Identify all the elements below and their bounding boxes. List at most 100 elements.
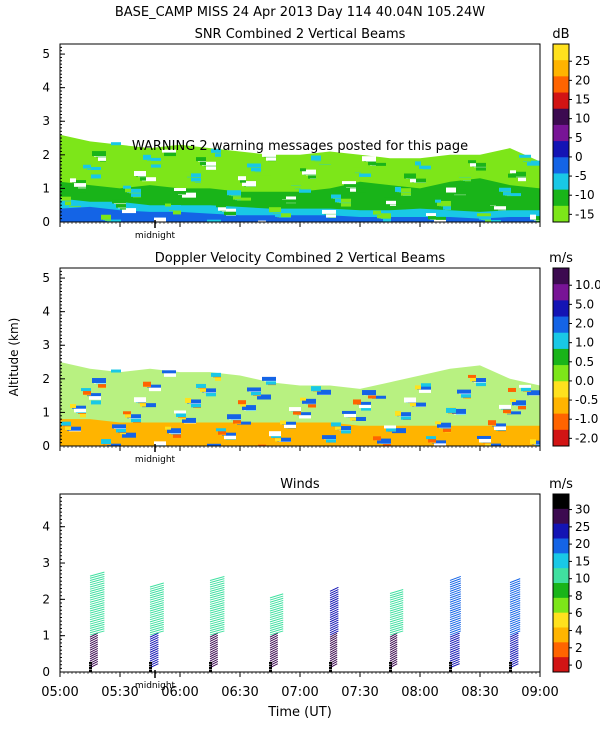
data-speck [251, 166, 261, 172]
data-speck [222, 432, 236, 436]
x-tick-label: 07:30 [341, 685, 378, 700]
wind-barb [449, 647, 460, 653]
wind-barb [209, 580, 225, 586]
wind-barb [149, 634, 159, 640]
wind-barb [449, 654, 460, 660]
wind-barb [509, 613, 521, 618]
colorbar-swatch [553, 413, 569, 431]
wind-barb [329, 645, 338, 651]
wind-barb [149, 656, 159, 662]
wind-barb [509, 630, 521, 636]
wind-barb [209, 586, 225, 592]
data-speck [499, 404, 511, 409]
wind-barb [89, 628, 105, 634]
data-speck [98, 155, 106, 161]
data-speck [200, 386, 206, 392]
wind-barb-surface [269, 664, 272, 667]
data-speck [425, 167, 431, 173]
data-speck [434, 218, 446, 222]
wind-barb [329, 623, 339, 629]
wind-barb [149, 652, 159, 658]
x-tick-label: 06:30 [221, 685, 258, 700]
wind-barb [269, 597, 284, 603]
data-speck [392, 428, 406, 434]
data-speck [134, 171, 146, 177]
wind-barb [389, 650, 398, 656]
wind-barb [449, 597, 461, 603]
wind-barb [89, 626, 105, 632]
data-speck [98, 382, 106, 388]
colorbar-swatch [553, 108, 569, 126]
data-speck [507, 193, 521, 197]
wind-barb-surface [389, 669, 392, 672]
wind-barb [509, 663, 519, 669]
wind-barb [389, 643, 398, 649]
data-speck [143, 154, 151, 160]
wind-barb [509, 626, 521, 632]
data-speck [224, 210, 236, 216]
wind-barb [509, 599, 521, 605]
data-speck [154, 441, 166, 446]
wind-barb [449, 584, 461, 590]
wind-barb-surface [329, 664, 332, 667]
data-speck [242, 181, 256, 187]
wind-barb [89, 654, 99, 660]
data-speck [435, 421, 441, 425]
wind-barb [449, 613, 461, 618]
data-speck [89, 394, 101, 400]
data-speck [488, 200, 496, 206]
wind-barb [449, 589, 461, 595]
wind-barb-surface [509, 664, 512, 667]
data-speck [299, 413, 311, 419]
wind-barb [89, 632, 99, 638]
wind-barb [449, 632, 460, 638]
y-tick-label: 2 [42, 592, 50, 606]
wind-barb [89, 639, 99, 645]
data-speck [101, 214, 111, 220]
data-speck [470, 161, 476, 167]
wind-barb [149, 608, 164, 614]
data-speck [74, 181, 86, 187]
data-speck [280, 420, 286, 425]
colorbar-swatch [553, 627, 569, 643]
y-tick-label: 4 [42, 520, 50, 534]
wind-barb [329, 599, 339, 605]
data-speck [521, 386, 531, 392]
wind-barb [269, 593, 284, 599]
wind-barb [89, 593, 105, 599]
panel-title: Doppler Velocity Combined 2 Vertical Bea… [155, 251, 446, 266]
data-speck [123, 411, 131, 415]
wind-barb [509, 604, 521, 610]
data-speck [472, 162, 486, 167]
data-speck [185, 397, 191, 403]
wind-barb [209, 619, 225, 625]
wind-barb [329, 654, 338, 660]
data-speck [238, 400, 246, 405]
wind-barb [389, 604, 404, 610]
data-speck [352, 188, 366, 193]
wind-barb [269, 623, 284, 629]
data-speck [111, 369, 121, 373]
wind-barb [509, 645, 519, 651]
data-layer-strong-return [60, 206, 540, 222]
wind-barb [449, 634, 460, 640]
wind-barb [509, 628, 521, 634]
wind-barb [209, 608, 225, 614]
data-speck [472, 378, 486, 383]
wind-barb [509, 632, 519, 638]
colorbar-label: 4 [575, 624, 583, 638]
data-speck [508, 387, 516, 392]
data-speck [173, 432, 181, 438]
wind-barb [509, 591, 521, 597]
colorbar-label: 10.0 [575, 278, 600, 292]
wind-barb [509, 621, 521, 627]
wind-barb [449, 586, 461, 592]
data-speck [162, 149, 176, 153]
x-tick-label: 08:00 [401, 685, 438, 700]
wind-barb [449, 617, 461, 623]
wind-barb [269, 641, 279, 647]
wind-barb [389, 654, 398, 660]
data-speck [419, 163, 431, 169]
wind-barb [209, 584, 225, 590]
wind-barb [149, 615, 164, 621]
